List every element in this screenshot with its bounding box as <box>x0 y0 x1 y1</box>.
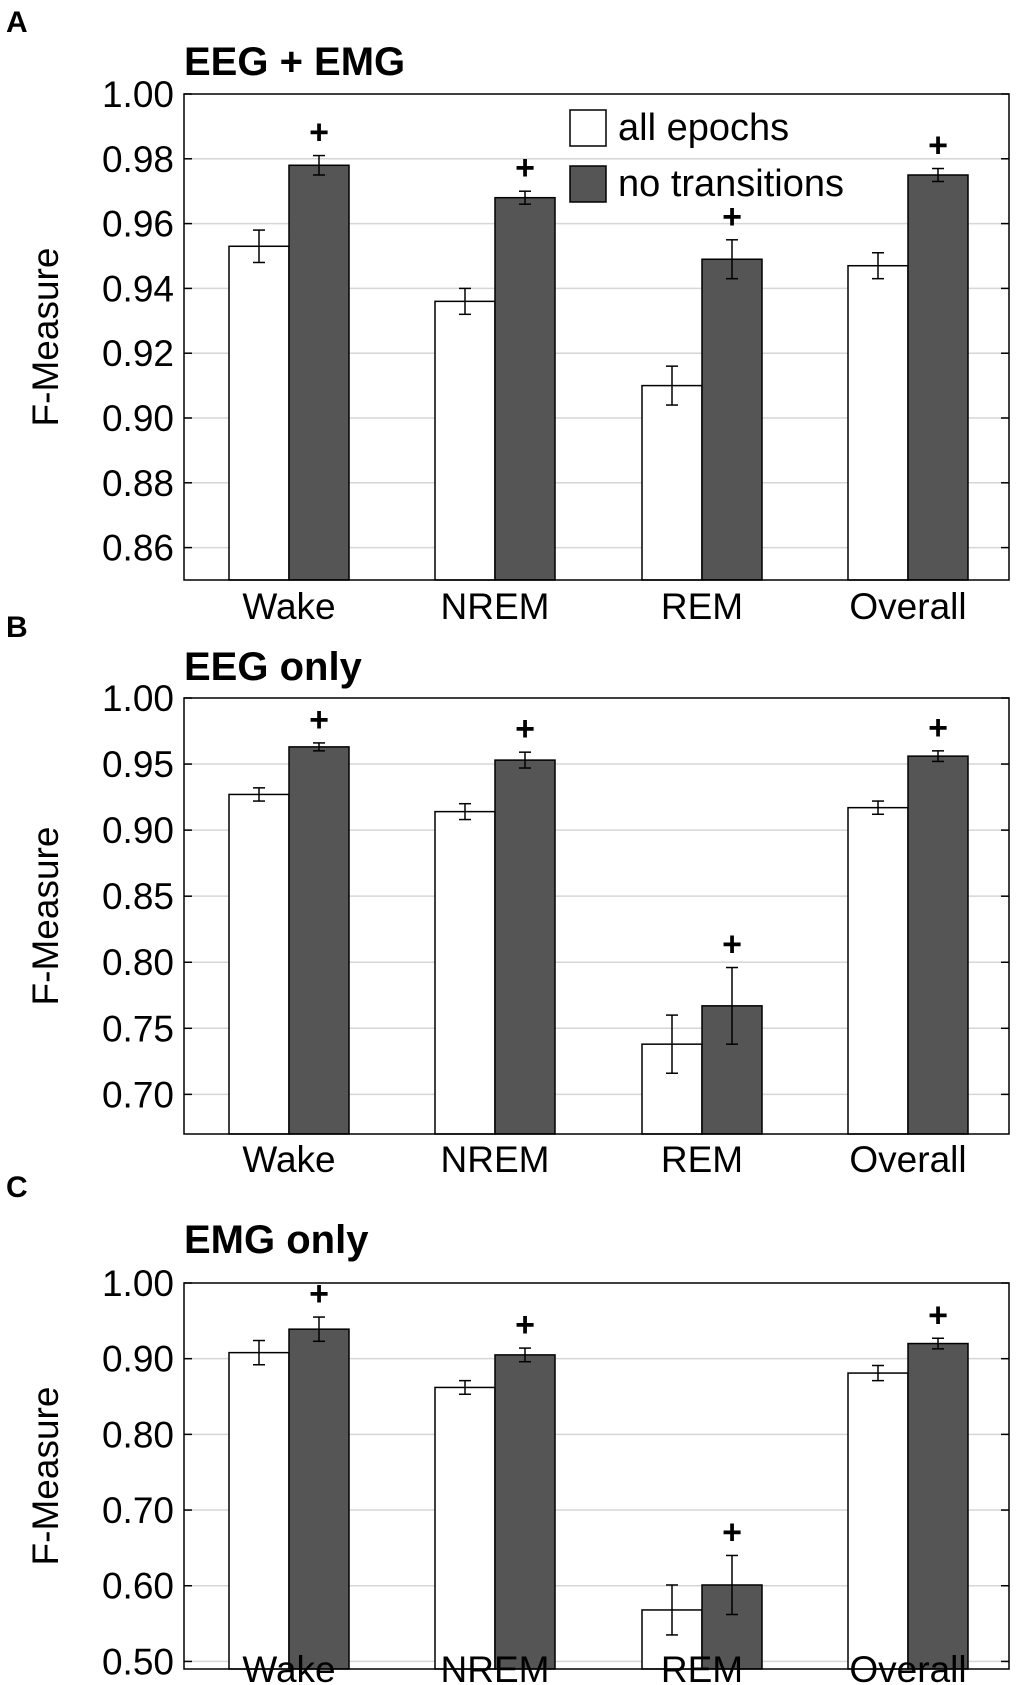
bar-all-epochs <box>847 1372 909 1670</box>
y-tick-label: 0.80 <box>102 942 174 983</box>
plot-frame <box>183 93 1010 581</box>
significance-marker: + <box>515 149 535 187</box>
bar-all-epochs <box>228 793 290 1135</box>
bar-all-epochs <box>228 245 290 581</box>
y-tick-label: 0.92 <box>102 333 174 374</box>
category-label: NREM <box>441 586 550 627</box>
category-label: REM <box>661 586 743 627</box>
panel-a: A EEG + EMG 0.86 0.88 0.90 0.92 0.94 0.96 0.98 1.… <box>6 6 1010 627</box>
category-label: Wake <box>242 586 335 627</box>
chart-title: EMG only <box>184 1218 369 1262</box>
bar-all-epochs <box>847 264 909 581</box>
legend-swatch <box>569 165 607 203</box>
significance-marker: + <box>309 114 329 152</box>
bar-all-epochs <box>434 300 496 581</box>
chart-title: EEG only <box>184 645 363 689</box>
significance-marker: + <box>309 1275 329 1313</box>
significance-marker: + <box>722 198 742 236</box>
legend-label: no transitions <box>618 163 844 205</box>
plot-frame <box>183 697 1010 1135</box>
y-tick-label: 0.70 <box>102 1490 174 1531</box>
significance-marker: + <box>928 1296 948 1334</box>
significance-marker: + <box>722 1513 742 1551</box>
bar-no-transitions <box>494 196 556 581</box>
y-tick-label: 0.75 <box>102 1008 174 1049</box>
y-tick-label: 1.00 <box>102 1263 174 1304</box>
chart-title: EEG + EMG <box>184 40 405 84</box>
category-label: Overall <box>849 1649 966 1685</box>
legend-swatch <box>569 109 607 147</box>
y-axis-label: F-Measure <box>25 827 66 1006</box>
panel-letter: C <box>6 1171 28 1204</box>
y-tick-label: 0.90 <box>102 1339 174 1380</box>
bar-no-transitions <box>288 746 350 1135</box>
y-tick-label: 0.80 <box>102 1414 174 1455</box>
bar-no-transitions <box>907 755 969 1135</box>
y-tick-label: 0.50 <box>102 1641 174 1682</box>
y-tick-label: 0.86 <box>102 528 174 569</box>
bar-all-epochs <box>434 1386 496 1670</box>
panel-c: C EMG only 0.50 0.60 0.70 0.80 0.90 1.00 F-Measu… <box>6 1171 1010 1685</box>
bar-all-epochs <box>434 810 496 1135</box>
significance-marker: + <box>515 710 535 748</box>
y-axis-label: F-Measure <box>25 1387 66 1566</box>
plot-frame <box>183 1282 1010 1670</box>
y-tick-label: 0.90 <box>102 810 174 851</box>
category-label: NREM <box>441 1139 550 1180</box>
bar-no-transitions <box>701 258 763 581</box>
bar-no-transitions <box>494 1354 556 1670</box>
y-tick-label: 0.96 <box>102 204 174 245</box>
y-tick-label: 0.90 <box>102 398 174 439</box>
significance-marker: + <box>722 926 742 964</box>
category-label: REM <box>661 1139 743 1180</box>
bar-no-transitions <box>288 164 350 581</box>
y-tick-label: 0.98 <box>102 139 174 180</box>
significance-marker: + <box>515 1306 535 1344</box>
category-label: Overall <box>849 1139 966 1180</box>
bar-no-transitions <box>288 1328 350 1670</box>
panel-letter: A <box>6 6 28 39</box>
y-tick-label: 0.60 <box>102 1566 174 1607</box>
bar-no-transitions <box>907 174 969 581</box>
significance-marker: + <box>309 701 329 739</box>
bar-all-epochs <box>847 806 909 1135</box>
significance-marker: + <box>928 709 948 747</box>
y-tick-label: 0.70 <box>102 1074 174 1115</box>
y-tick-label: 0.94 <box>102 268 174 309</box>
y-tick-label: 1.00 <box>102 678 174 719</box>
y-tick-label: 0.85 <box>102 876 174 917</box>
legend-label: all epochs <box>618 107 789 149</box>
category-label: REM <box>661 1649 743 1685</box>
y-tick-label: 1.00 <box>102 74 174 115</box>
bar-all-epochs <box>641 384 703 581</box>
category-label: NREM <box>441 1649 550 1685</box>
panel-letter: B <box>6 611 28 644</box>
category-label: Overall <box>849 586 966 627</box>
panel-b: B EEG only 0.70 0.75 0.80 0.85 0.90 0.95 1.00 F-M… <box>6 611 1010 1180</box>
y-tick-label: 0.88 <box>102 463 174 504</box>
category-label: Wake <box>242 1139 335 1180</box>
category-label: Wake <box>242 1649 335 1685</box>
bar-all-epochs <box>228 1351 290 1670</box>
y-axis-label: F-Measure <box>25 248 66 427</box>
bar-no-transitions <box>907 1342 969 1670</box>
significance-marker: + <box>928 127 948 165</box>
y-tick-label: 0.95 <box>102 744 174 785</box>
bar-no-transitions <box>494 759 556 1135</box>
